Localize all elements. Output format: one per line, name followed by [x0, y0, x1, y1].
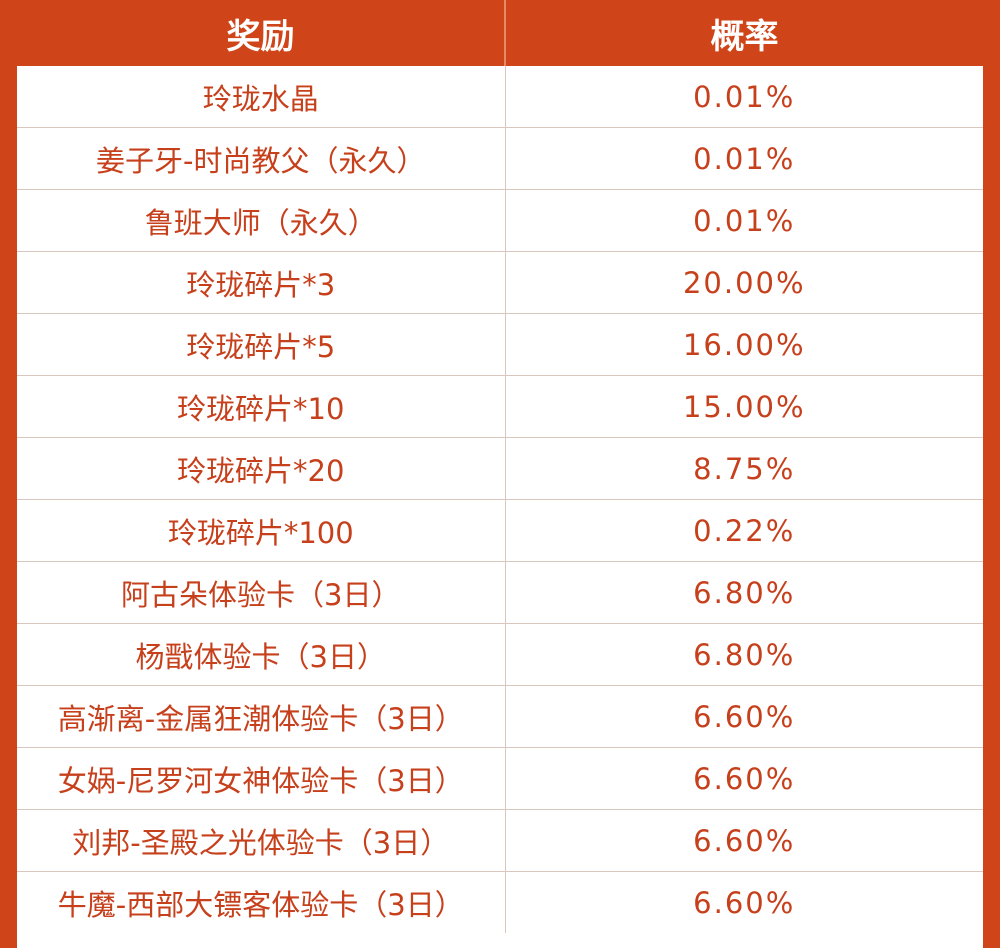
table-row: 高渐离-金属狂潮体验卡（3日） 6.60% — [17, 685, 983, 748]
table-row: 阿古朵体验卡（3日） 6.80% — [17, 561, 983, 624]
probability-cell: 15.00% — [505, 375, 983, 438]
table-row: 玲珑碎片*5 16.00% — [17, 313, 983, 376]
reward-cell: 阿古朵体验卡（3日） — [17, 561, 506, 624]
table-row: 鲁班大师（永久） 0.01% — [17, 189, 983, 252]
reward-cell: 姜子牙-时尚教父（永久） — [17, 127, 506, 190]
reward-cell: 女娲-尼罗河女神体验卡（3日） — [17, 747, 506, 810]
reward-probability-panel: 奖励 概率 玲珑水晶 0.01% 姜子牙-时尚教父（永久） 0.01% 鲁班大师… — [17, 0, 983, 948]
reward-probability-table: 奖励 概率 玲珑水晶 0.01% 姜子牙-时尚教父（永久） 0.01% 鲁班大师… — [17, 0, 983, 933]
table-row: 牛魔-西部大镖客体验卡（3日） 6.60% — [17, 871, 983, 933]
probability-cell: 6.60% — [505, 747, 983, 810]
reward-cell: 玲珑水晶 — [17, 66, 506, 128]
table-row: 女娲-尼罗河女神体验卡（3日） 6.60% — [17, 747, 983, 810]
table-row: 玲珑碎片*100 0.22% — [17, 499, 983, 562]
column-header-reward: 奖励 — [17, 0, 506, 66]
probability-cell: 6.80% — [505, 623, 983, 686]
reward-cell: 牛魔-西部大镖客体验卡（3日） — [17, 871, 506, 933]
reward-cell: 玲珑碎片*3 — [17, 251, 506, 314]
probability-cell: 16.00% — [505, 313, 983, 376]
probability-cell: 6.60% — [505, 685, 983, 748]
probability-cell: 0.01% — [505, 189, 983, 252]
reward-cell: 玲珑碎片*20 — [17, 437, 506, 500]
reward-cell: 玲珑碎片*10 — [17, 375, 506, 438]
probability-cell: 6.80% — [505, 561, 983, 624]
table-row: 杨戬体验卡（3日） 6.80% — [17, 623, 983, 686]
table-row: 姜子牙-时尚教父（永久） 0.01% — [17, 127, 983, 190]
reward-cell: 刘邦-圣殿之光体验卡（3日） — [17, 809, 506, 872]
reward-cell: 高渐离-金属狂潮体验卡（3日） — [17, 685, 506, 748]
table-header-row: 奖励 概率 — [17, 0, 983, 66]
reward-cell: 玲珑碎片*5 — [17, 313, 506, 376]
table-row: 刘邦-圣殿之光体验卡（3日） 6.60% — [17, 809, 983, 872]
probability-cell: 8.75% — [505, 437, 983, 500]
column-header-probability: 概率 — [505, 0, 983, 66]
table-row: 玲珑碎片*20 8.75% — [17, 437, 983, 500]
probability-cell: 6.60% — [505, 809, 983, 872]
probability-cell: 0.01% — [505, 66, 983, 128]
table-row: 玲珑碎片*3 20.00% — [17, 251, 983, 314]
reward-cell: 杨戬体验卡（3日） — [17, 623, 506, 686]
reward-cell: 鲁班大师（永久） — [17, 189, 506, 252]
probability-cell: 6.60% — [693, 885, 796, 920]
probability-cell: 20.00% — [505, 251, 983, 314]
table-row: 玲珑碎片*10 15.00% — [17, 375, 983, 438]
probability-cell: 0.22% — [505, 499, 983, 562]
probability-cell: 0.01% — [505, 127, 983, 190]
table-row: 玲珑水晶 0.01% — [17, 66, 983, 128]
reward-cell: 玲珑碎片*100 — [17, 499, 506, 562]
